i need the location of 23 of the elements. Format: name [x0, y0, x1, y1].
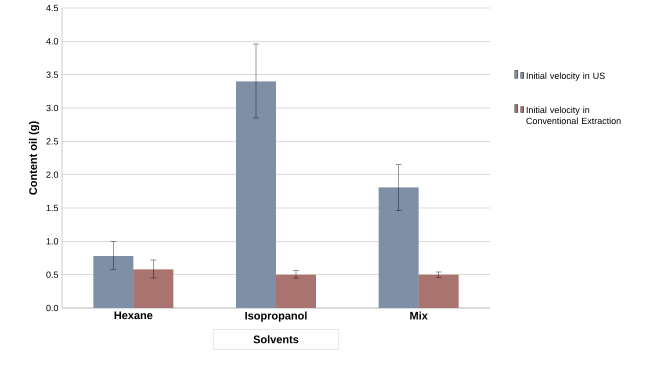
x-tick-label: Mix [410, 312, 428, 320]
y-tick-label: 0.0 [46, 304, 58, 312]
x-axis-title: Solvents [253, 335, 298, 344]
legend-label: Initial velocity in US [526, 72, 605, 81]
y-tick-label: 1.5 [46, 204, 58, 212]
y-tick-label: 1.0 [46, 238, 58, 245]
y-tick-label: 4.0 [46, 38, 58, 45]
bar [378, 187, 419, 308]
y-tick-label: 4.5 [46, 4, 58, 12]
y-axis-title: Content oil (g) [28, 121, 40, 195]
x-tick-label: Isopropanol [245, 312, 307, 322]
bar [133, 269, 174, 308]
bar [93, 256, 134, 308]
y-tick-label: 2.0 [46, 171, 58, 178]
x-tick-label: Hexane [114, 312, 152, 320]
y-tick-label: 3.5 [46, 71, 58, 78]
bar [276, 274, 316, 308]
legend-label: Initial velocity in Conventional Extraction [526, 106, 621, 124]
bar [418, 274, 459, 308]
y-tick-label: 2.5 [46, 138, 58, 145]
y-tick-label: 3.0 [46, 104, 58, 112]
y-tick-label: 0.5 [46, 271, 58, 278]
bar [236, 81, 276, 308]
